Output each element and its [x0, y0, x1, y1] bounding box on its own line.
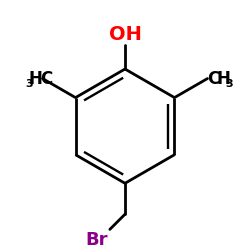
Text: H: H — [29, 70, 42, 87]
Text: C: C — [40, 70, 52, 87]
Text: H: H — [216, 70, 230, 87]
Text: C: C — [208, 70, 220, 87]
Text: Br: Br — [85, 230, 108, 248]
Text: 3: 3 — [225, 79, 233, 89]
Text: 3: 3 — [26, 79, 33, 89]
Text: OH: OH — [108, 25, 142, 44]
